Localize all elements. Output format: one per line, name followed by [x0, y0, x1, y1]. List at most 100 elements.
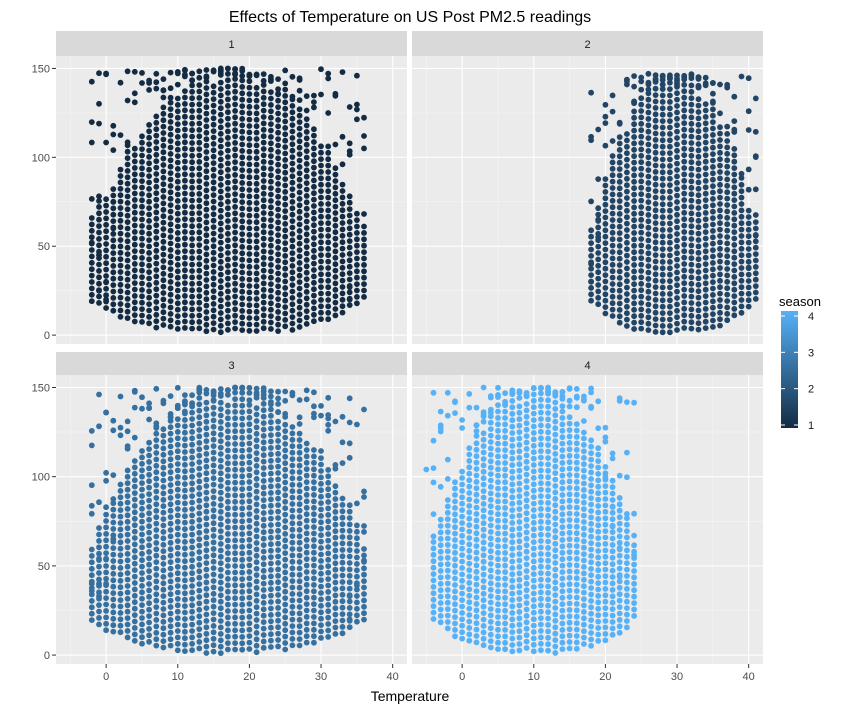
data-point [210, 629, 217, 636]
data-point [217, 419, 224, 425]
data-point [246, 601, 253, 607]
data-point [139, 460, 145, 467]
data-point [609, 229, 616, 236]
facet-panel-1: 1 [56, 31, 407, 344]
data-point [588, 501, 594, 508]
data-point [545, 583, 551, 590]
data-point [702, 222, 709, 229]
data-point [710, 112, 716, 119]
data-point [480, 501, 487, 507]
data-point [616, 514, 623, 521]
data-point [182, 616, 188, 622]
data-point [717, 220, 723, 227]
data-point [652, 226, 659, 233]
data-point [545, 487, 551, 493]
data-point [473, 633, 480, 639]
data-point [239, 77, 246, 84]
data-point [225, 70, 231, 77]
data-point [275, 611, 281, 618]
data-point [296, 208, 303, 215]
data-point [602, 560, 609, 567]
data-point [203, 547, 210, 554]
data-point [246, 167, 253, 174]
data-point [459, 417, 465, 423]
data-point [609, 580, 616, 587]
data-point [189, 486, 196, 493]
data-point [346, 598, 353, 605]
data-point [339, 572, 346, 579]
data-point [160, 484, 167, 490]
data-point [232, 197, 239, 204]
data-point [624, 605, 630, 611]
data-point [509, 455, 516, 462]
data-point [318, 577, 324, 583]
data-point [616, 147, 623, 153]
data-point [96, 544, 102, 551]
data-point [225, 492, 231, 499]
x-tick-label: 40 [743, 671, 755, 683]
data-point [110, 596, 117, 603]
data-point [146, 320, 153, 327]
data-point [311, 273, 317, 280]
data-point [239, 84, 246, 90]
data-point [509, 552, 516, 558]
data-point [232, 389, 239, 396]
data-point [174, 416, 181, 422]
data-point [289, 199, 296, 205]
data-point [702, 293, 709, 299]
data-point [139, 583, 145, 589]
data-point [738, 245, 745, 252]
data-point [303, 387, 310, 394]
data-points [588, 70, 759, 336]
data-point [88, 610, 95, 617]
data-point [167, 94, 174, 101]
data-point [466, 586, 473, 593]
data-point [153, 578, 160, 585]
data-point [530, 436, 537, 443]
data-point [581, 467, 587, 474]
data-point [146, 593, 153, 600]
data-point [710, 125, 716, 132]
data-point [296, 546, 303, 553]
data-point [303, 161, 310, 167]
data-point [724, 202, 731, 208]
data-point [210, 443, 217, 449]
data-point [645, 244, 652, 250]
data-point [146, 192, 153, 199]
data-point [253, 552, 260, 559]
data-point [339, 540, 346, 547]
data-point [710, 132, 716, 138]
data-point [325, 492, 332, 499]
data-point [339, 598, 346, 605]
data-point [289, 481, 296, 488]
data-point [573, 594, 580, 601]
data-point [645, 122, 652, 129]
data-point [296, 183, 303, 190]
data-point [260, 306, 267, 312]
x-tick-label: 30 [315, 671, 327, 683]
data-point [289, 154, 296, 161]
data-point [225, 115, 231, 122]
data-point [189, 146, 196, 153]
data-point [645, 154, 652, 161]
data-point [303, 167, 310, 174]
data-point [153, 520, 160, 527]
data-point [602, 592, 609, 599]
data-point [182, 261, 188, 267]
data-point [160, 567, 167, 574]
data-point [581, 397, 587, 404]
data-point [752, 251, 759, 257]
data-point [702, 152, 709, 159]
data-point [296, 112, 303, 119]
data-point [275, 232, 281, 239]
data-point [667, 278, 673, 284]
data-point [131, 190, 138, 197]
data-point [260, 606, 267, 613]
data-point [275, 213, 281, 219]
data-point [559, 421, 566, 428]
data-point [667, 316, 673, 323]
data-point [710, 189, 716, 196]
data-point [153, 132, 160, 139]
data-point [354, 541, 360, 548]
data-point [232, 287, 239, 293]
